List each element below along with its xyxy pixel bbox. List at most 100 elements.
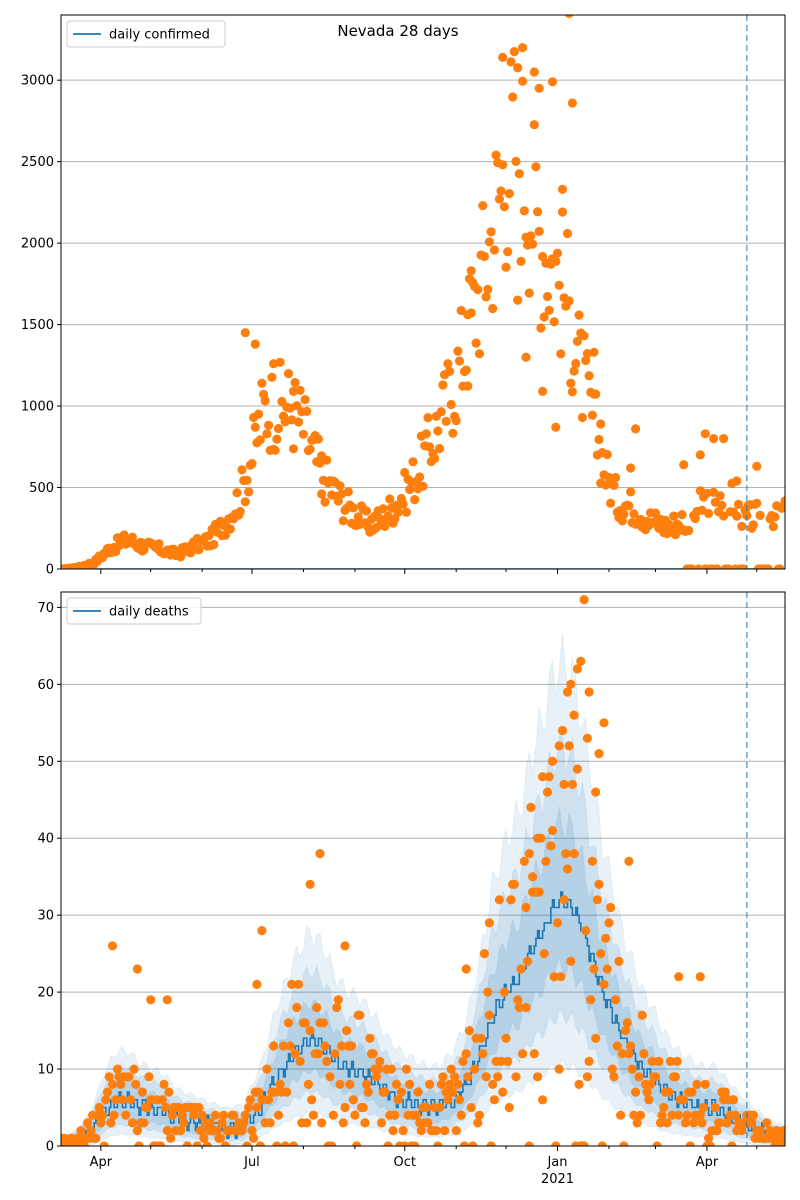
data-point <box>567 387 578 397</box>
data-point <box>611 472 621 483</box>
data-point <box>247 459 257 469</box>
data-point <box>478 201 488 211</box>
data-point <box>121 1110 131 1120</box>
data-point <box>722 1118 732 1128</box>
data-point <box>762 1118 772 1128</box>
data-point <box>717 500 727 510</box>
data-point <box>577 412 588 423</box>
data-point <box>561 849 571 859</box>
data-point <box>132 964 142 974</box>
data-point <box>343 487 353 497</box>
data-point <box>131 1079 141 1089</box>
data-point <box>529 120 539 130</box>
data-point <box>607 1064 617 1074</box>
panel-daily-confirmed: 0 500 1000 1500 2000 2500 3000 daily confirmed <box>21 14 786 578</box>
data-point <box>604 918 614 928</box>
data-point <box>516 964 526 974</box>
data-point <box>413 1087 423 1097</box>
data-point <box>606 902 616 913</box>
data-point <box>576 656 586 666</box>
data-point <box>109 1110 119 1120</box>
data-point <box>466 266 476 276</box>
data-point <box>569 849 579 859</box>
data-point <box>453 1079 463 1089</box>
data-point <box>86 1126 96 1136</box>
data-point <box>481 1072 491 1082</box>
data-point <box>667 1110 677 1120</box>
data-point <box>398 1126 408 1136</box>
data-point <box>179 1118 189 1128</box>
data-point <box>775 1133 785 1143</box>
data-point <box>252 1102 262 1113</box>
data-point <box>539 312 549 322</box>
data-point <box>763 564 773 569</box>
y-tick-label: 40 <box>37 832 54 847</box>
data-point <box>584 1056 594 1066</box>
data-point <box>567 779 578 790</box>
data-point <box>445 1079 455 1089</box>
data-point <box>278 1041 289 1051</box>
data-point <box>146 995 156 1005</box>
data-point <box>596 949 606 959</box>
data-point <box>463 310 473 320</box>
data-point <box>617 516 627 526</box>
data-point <box>639 1049 649 1059</box>
data-point <box>358 1102 368 1113</box>
data-point <box>290 378 300 388</box>
data-point <box>295 1056 305 1066</box>
data-point <box>396 1087 406 1097</box>
data-point <box>313 1049 323 1059</box>
data-point <box>627 1064 637 1074</box>
data-point <box>282 1087 292 1097</box>
legend: daily deaths <box>66 597 202 625</box>
data-point <box>695 972 705 982</box>
data-point <box>619 1141 629 1146</box>
data-point <box>418 481 428 491</box>
data-point <box>101 1095 111 1105</box>
data-point <box>765 1126 775 1136</box>
data-point <box>677 509 687 520</box>
data-point <box>338 1118 348 1128</box>
data-point <box>435 1102 445 1113</box>
data-point <box>644 1095 654 1105</box>
data-point <box>704 508 714 519</box>
data-point <box>612 1041 622 1051</box>
data-point <box>380 1087 390 1097</box>
data-point <box>252 979 262 990</box>
data-point <box>293 979 304 990</box>
data-point <box>626 487 636 497</box>
data-point <box>257 926 267 936</box>
data-point <box>129 1064 139 1074</box>
data-point <box>483 284 493 294</box>
data-point <box>564 15 574 18</box>
data-point <box>461 365 471 375</box>
data-point <box>496 1056 506 1066</box>
data-point <box>631 424 641 434</box>
data-point <box>473 285 483 295</box>
data-point <box>539 949 549 959</box>
data-point <box>542 291 553 302</box>
data-point <box>463 381 473 391</box>
data-point <box>269 359 279 369</box>
data-point <box>194 545 204 555</box>
data-point <box>441 416 451 426</box>
data-point <box>554 1064 564 1074</box>
data-point <box>657 1110 667 1120</box>
legend: daily confirmed <box>66 20 226 48</box>
data-point <box>768 522 779 532</box>
data-point <box>393 1095 403 1105</box>
data-point <box>254 1087 264 1097</box>
y-tick-label: 10 <box>37 1063 54 1078</box>
data-point <box>572 664 583 674</box>
data-point <box>626 1041 636 1051</box>
data-point <box>107 941 118 951</box>
data-point <box>737 1126 747 1136</box>
data-point <box>385 494 395 504</box>
data-point <box>566 378 576 388</box>
data-point <box>511 1072 521 1082</box>
data-point <box>302 1118 312 1128</box>
data-point <box>270 1087 280 1097</box>
data-point <box>235 506 245 517</box>
data-point <box>503 247 513 257</box>
data-point <box>594 879 604 890</box>
